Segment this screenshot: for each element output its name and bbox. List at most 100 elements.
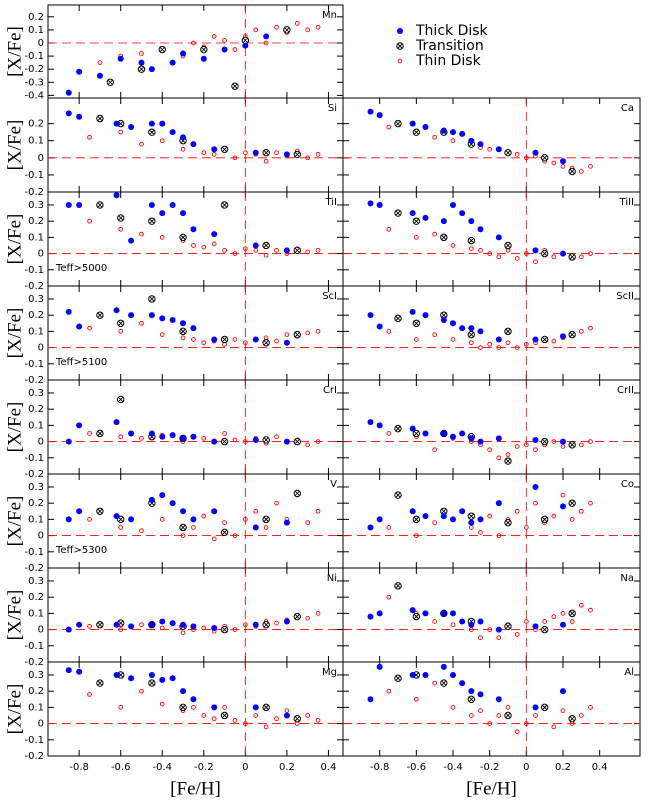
point [65,110,72,117]
panel: Ca [342,97,641,193]
point [514,632,520,637]
marker-cross [414,320,419,326]
point [578,602,584,608]
y-tick-label: -0.1 [24,547,44,558]
point [432,619,438,624]
point [450,138,456,144]
marker-cross [395,583,401,589]
point [252,336,259,343]
point [523,619,529,624]
marker-cross [414,129,419,135]
marker-cross [222,530,227,535]
point [569,619,575,624]
point [477,618,484,625]
point [252,704,259,711]
point [180,210,187,217]
point [263,40,269,46]
marker-cross [201,47,207,52]
point [376,323,383,330]
y-tick-label: -0.4 [24,90,44,101]
panel: TiII [342,191,641,287]
panel: -0.2 -0.1 0 0.1 0.2 0.3 ScI Teff>5100 [X/Fe] [4,285,344,386]
point [440,663,447,670]
point [514,345,520,350]
point [450,243,456,248]
point [495,500,502,507]
marker-cross [118,121,124,126]
point [422,312,429,319]
point [76,422,83,429]
point [413,235,419,240]
point [578,713,584,718]
point [76,201,83,208]
point [569,517,575,522]
point [87,325,92,331]
point [262,621,270,629]
marker-cross [441,680,447,686]
marker-cross [505,243,511,248]
point [422,610,429,617]
point [200,55,207,62]
marker-cross [505,520,511,525]
y-tick-label: -0.2 [24,64,44,75]
y-axis-label: [X/Fe] [4,496,25,547]
y-axis-label: [X/Fe] [4,684,25,735]
point [222,520,227,525]
marker-cross [414,614,419,619]
point [540,154,549,162]
point [242,42,249,49]
y-tick-label: 0.2 [28,119,44,130]
panel: -0.8 -0.6 -0.4 -0.2 0 0.2 0.4 Al [Fe/H] [342,661,641,799]
point [118,627,124,632]
point [367,108,374,115]
panel-label: Ni [327,573,337,584]
point [496,254,502,260]
y-tick-label: 0.1 [28,514,44,525]
point [87,218,92,224]
panel: -0.2 -0.1 0 0.1 0.2 0.3 -0.8 -0.6 -0.4 -0.2 0 0.2 0.… [4,661,344,799]
marker-cross [108,79,113,85]
point [468,519,475,526]
y-tick-label: 0 [38,531,44,542]
point [232,251,238,256]
point [409,425,416,432]
marker-cross [263,705,269,710]
point [139,141,144,147]
point [139,51,144,56]
panel-frame [342,473,641,569]
point [450,433,456,440]
point [412,217,421,225]
point [394,491,402,499]
point [96,311,104,319]
point [495,435,502,442]
point [487,627,493,632]
point [478,708,483,713]
point [478,345,483,350]
point [315,508,321,514]
marker-cross [180,525,186,530]
point [169,317,176,324]
point [450,622,456,628]
point [568,330,576,339]
y-tick-label: 0.2 [28,216,44,227]
point [252,242,259,249]
y-tick-label: 0.2 [28,12,44,23]
point [367,613,374,620]
point [263,158,269,164]
point [386,431,392,436]
panel-label: TiII [619,197,634,208]
point [76,68,83,75]
point [450,337,456,342]
point [283,26,291,34]
point [191,705,196,710]
point [158,45,166,54]
point [252,621,259,628]
y-tick-label: 0.1 [28,608,44,619]
point [113,513,120,520]
marker-cross [397,43,403,49]
point [450,201,456,208]
point [532,704,539,711]
point [263,252,269,258]
point [87,431,92,436]
